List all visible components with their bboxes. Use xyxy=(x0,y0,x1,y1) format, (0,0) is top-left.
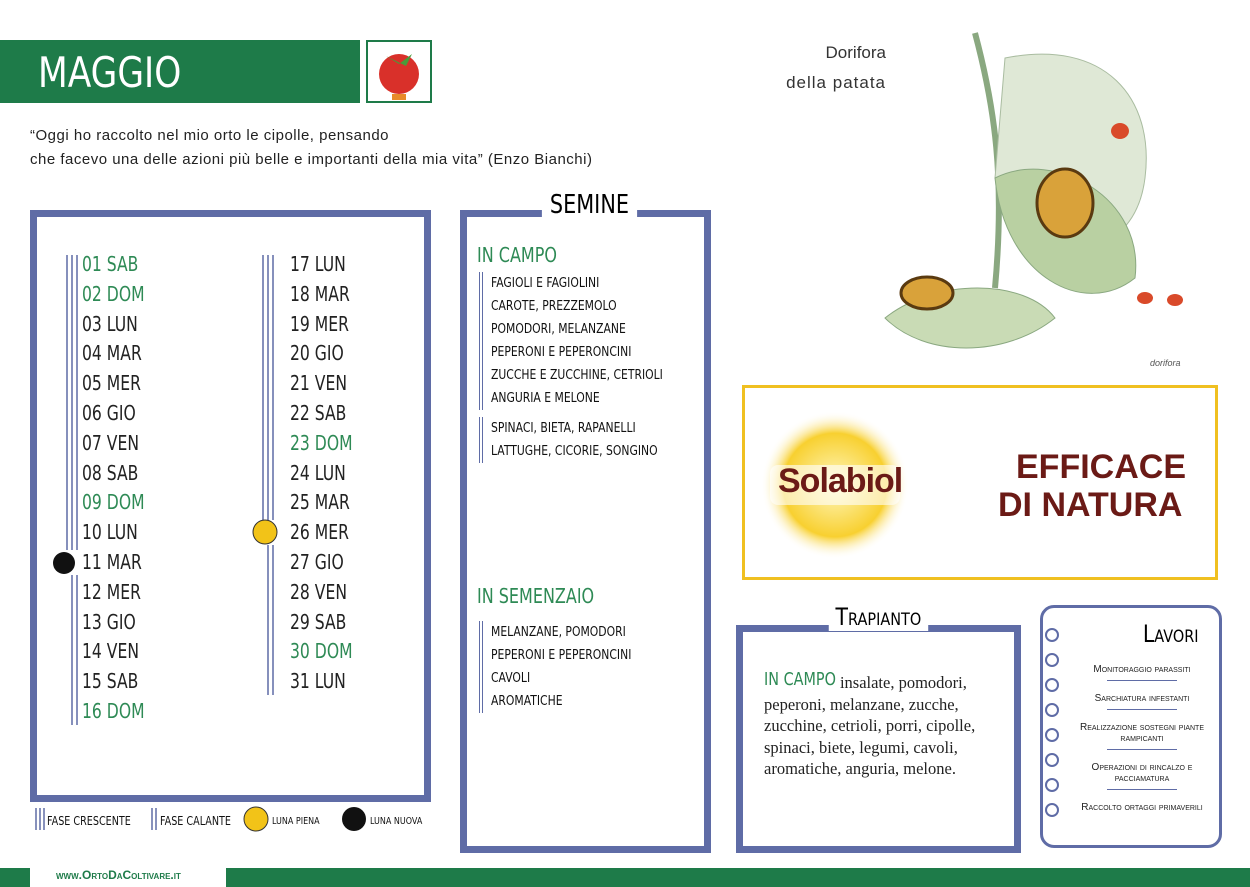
list-item: AROMATICHE xyxy=(491,693,563,709)
calendar-day: 18 MAR xyxy=(290,281,350,306)
section-title: Trapianto xyxy=(828,603,929,631)
calendar-day: 04 MAR xyxy=(82,341,142,366)
lavori-text: Monitoraggio parassiti xyxy=(1093,664,1191,675)
calendar-day: 19 MER xyxy=(290,311,349,336)
label: IN CAMPO xyxy=(764,669,836,690)
calendar-day: 03 LUN xyxy=(82,311,138,336)
ad-brand: Solabiol xyxy=(778,462,903,500)
ad-slogan: EFFICACE xyxy=(1016,448,1186,486)
calendar-day: 27 GIO xyxy=(290,550,344,574)
list-item: POMODORI, MELANZANE xyxy=(491,321,626,337)
list-item: ANGURIA E MELONE xyxy=(491,390,600,406)
legend-label: LUNA PIENA xyxy=(272,816,320,827)
caption: Dorifora xyxy=(825,43,886,62)
list-item: CAVOLI xyxy=(491,670,531,686)
calendar-day: 08 SAB xyxy=(82,460,139,485)
calendar-day: 28 VEN xyxy=(290,579,348,604)
caption: della patata xyxy=(786,73,886,92)
calendar-box xyxy=(30,210,431,802)
footer-gap xyxy=(30,864,226,887)
calendar-day: 14 VEN xyxy=(82,639,140,664)
calendar-day: 21 VEN xyxy=(290,371,348,396)
footer-url: www.OrtoDaColtivare.it xyxy=(56,868,181,882)
calendar-day: 25 MAR xyxy=(290,490,350,515)
calendar-day: 30 DOM xyxy=(290,639,353,664)
paragraph-line: insalate, pomodori, xyxy=(839,673,967,692)
list-item: PEPERONI E PEPERONCINI xyxy=(491,344,632,360)
calendar-day: 02 DOM xyxy=(82,281,145,306)
list-item: PEPERONI E PEPERONCINI xyxy=(491,647,632,663)
calendar-day: 26 MER xyxy=(290,520,349,545)
calendar-day: 22 SAB xyxy=(290,401,347,425)
footer-bar xyxy=(0,868,1250,887)
lavori-text: Realizzazione sostegni piante xyxy=(1079,722,1205,733)
subsection-title: IN SEMENZAIO xyxy=(477,584,595,608)
calendar-day: 06 GIO xyxy=(82,401,136,425)
list-item: SPINACI, BIETA, RAPANELLI xyxy=(491,420,636,436)
subsection-title: IN CAMPO xyxy=(477,243,557,267)
list: FAGIOLI E FAGIOLINI CAROTE, PREZZEMOLO POM… xyxy=(479,272,706,410)
illustration xyxy=(884,32,1183,349)
lavori-item: Operazioni di rincalzo e pacciamatura xyxy=(1062,762,1222,790)
calendar-day: 15 SAB xyxy=(82,669,139,694)
paragraph-line: peperoni, melanzane, zucche, xyxy=(764,694,959,714)
calendar-day: 16 DOM xyxy=(82,699,145,723)
paragraph-line: aromatiche, anguria, melone. xyxy=(764,759,956,778)
quote: che facevo una delle azioni più belle e … xyxy=(30,151,593,168)
list: SPINACI, BIETA, RAPANELLI LATTUGHE, CICOR… xyxy=(479,417,699,463)
paragraph-line: zucchine, cetrioli, porri, cipolle, xyxy=(764,716,976,735)
list-item: ZUCCHE E ZUCCHINE, CETRIOLI xyxy=(491,367,663,383)
calendar-day: 07 VEN xyxy=(82,430,140,455)
section-title: Lavori xyxy=(1142,620,1199,648)
legend-label: FASE CALANTE xyxy=(160,814,231,828)
list-item: LATTUGHE, CICORIE, SONGINO xyxy=(491,443,658,459)
list-item: CAROTE, PREZZEMOLO xyxy=(491,298,617,314)
section-title: SEMINE xyxy=(541,190,638,220)
calendar-day: 10 LUN xyxy=(82,520,138,545)
logo xyxy=(366,40,432,103)
ad-logo xyxy=(761,411,909,559)
calendar-day: 31 LUN xyxy=(290,669,346,694)
calendar-day: 20 GIO xyxy=(290,341,344,366)
rings xyxy=(1045,628,1059,817)
lavori-item: Raccolto ortaggi primaverili xyxy=(1062,802,1222,819)
calendar-day: 11 MAR xyxy=(82,550,142,574)
calendar-day: 01 SAB xyxy=(82,252,139,276)
calendar-day: 09 DOM xyxy=(82,490,145,515)
lavori-text: Sarchiatura infestanti xyxy=(1094,693,1190,704)
ad-slogan: DI NATURA xyxy=(998,486,1183,524)
list: MELANZANE, POMODORI PEPERONI E PEPERONCIN… xyxy=(479,621,666,713)
quote: “Oggi ho raccolto nel mio orto le cipoll… xyxy=(30,127,390,144)
title-banner xyxy=(0,40,360,103)
calendar-day: 13 GIO xyxy=(82,609,136,634)
legend-label: LUNA NUOVA xyxy=(370,816,423,827)
lavori-list: Monitoraggio parassiti Sarchiatura infest… xyxy=(1062,664,1222,831)
lavori-item: Realizzazione sostegni piante rampicanti xyxy=(1062,722,1222,750)
paragraph-line: spinaci, biete, legumi, cavoli, xyxy=(764,737,958,757)
paragraph: insalate, pomodori, peperoni, melanzane, … xyxy=(764,672,975,780)
calendar-day: 17 LUN xyxy=(290,252,346,276)
title: MAGGIO xyxy=(38,48,182,97)
calendar-day: 12 MER xyxy=(82,579,141,604)
phase-bars xyxy=(53,255,278,725)
list-item: MELANZANE, POMODORI xyxy=(491,624,626,640)
lavori-text: Operazioni di rincalzo e xyxy=(1091,762,1193,773)
calendar-day: 05 MER xyxy=(82,371,141,396)
signature: dorifora xyxy=(1150,358,1181,368)
legend-icons xyxy=(35,806,366,832)
ad-box xyxy=(742,385,1218,580)
calendar-day: 23 DOM xyxy=(290,430,353,455)
calendar-day: 29 SAB xyxy=(290,609,347,634)
lavori-item: Monitoraggio parassiti xyxy=(1062,664,1222,681)
calendar-day: 24 LUN xyxy=(290,460,346,485)
lavori-text: rampicanti xyxy=(1120,733,1164,744)
lavori-text: Raccolto ortaggi primaverili xyxy=(1081,802,1203,813)
lavori-text: pacciamatura xyxy=(1114,773,1170,784)
lavori-item: Sarchiatura infestanti xyxy=(1062,693,1222,710)
list-item: FAGIOLI E FAGIOLINI xyxy=(491,275,600,291)
legend-label: FASE CRESCENTE xyxy=(47,814,131,828)
